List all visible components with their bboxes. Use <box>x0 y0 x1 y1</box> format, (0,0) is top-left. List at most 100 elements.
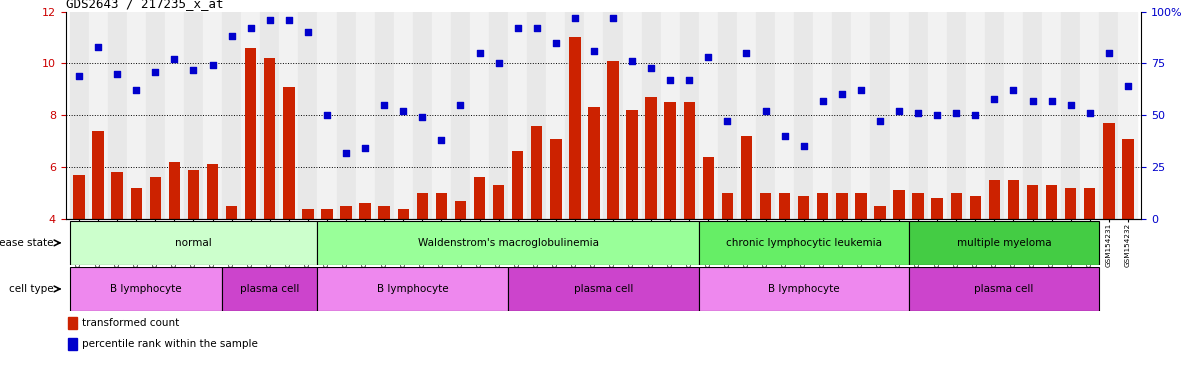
Bar <box>184 12 203 219</box>
Point <box>318 112 337 118</box>
Bar <box>165 12 184 219</box>
Bar <box>1027 185 1038 219</box>
Point <box>814 98 833 104</box>
Point <box>1080 110 1099 116</box>
Point <box>184 66 203 73</box>
Bar <box>492 185 504 219</box>
Bar <box>722 193 734 219</box>
Bar <box>584 12 603 219</box>
Text: plasma cell: plasma cell <box>574 284 633 294</box>
Bar <box>1023 12 1042 219</box>
Bar <box>776 12 795 219</box>
Bar <box>795 12 814 219</box>
Point <box>737 50 756 56</box>
Point <box>1023 98 1042 104</box>
Bar <box>1080 12 1099 219</box>
Point <box>203 62 222 68</box>
Point <box>222 33 241 40</box>
Bar <box>565 12 584 219</box>
Text: B lymphocyte: B lymphocyte <box>376 284 448 294</box>
Text: percentile rank within the sample: percentile rank within the sample <box>81 339 257 349</box>
Bar <box>436 193 447 219</box>
Text: GDS2643 / 217235_x_at: GDS2643 / 217235_x_at <box>66 0 223 10</box>
Point <box>280 17 299 23</box>
Text: plasma cell: plasma cell <box>240 284 300 294</box>
Text: cell type: cell type <box>10 284 54 294</box>
Point <box>470 50 489 56</box>
Bar <box>318 12 337 219</box>
Bar <box>431 12 451 219</box>
Bar <box>341 206 351 219</box>
Bar <box>451 12 470 219</box>
Bar <box>226 206 238 219</box>
Text: normal: normal <box>176 238 212 248</box>
Point <box>623 58 642 65</box>
Bar <box>188 170 200 219</box>
Bar <box>379 206 390 219</box>
Bar <box>703 157 715 219</box>
Bar <box>946 12 966 219</box>
Point <box>889 108 908 114</box>
Point <box>374 102 393 108</box>
Bar <box>908 12 927 219</box>
Bar <box>511 152 523 219</box>
Bar <box>699 12 718 219</box>
Point <box>661 77 680 83</box>
Bar <box>699 267 908 311</box>
Point <box>108 71 127 77</box>
Bar <box>1119 12 1138 219</box>
Bar <box>645 97 657 219</box>
Point <box>851 87 870 93</box>
Bar <box>69 12 88 219</box>
Text: transformed count: transformed count <box>81 318 179 328</box>
Bar <box>283 87 294 219</box>
Text: B lymphocyte: B lymphocyte <box>110 284 182 294</box>
Point <box>776 133 795 139</box>
Bar <box>108 12 127 219</box>
Point <box>412 114 431 120</box>
Point <box>527 25 546 31</box>
Point <box>946 110 966 116</box>
Point <box>908 110 927 116</box>
Bar <box>393 12 412 219</box>
Text: disease state: disease state <box>0 238 54 248</box>
Point <box>127 87 146 93</box>
Bar <box>814 12 832 219</box>
Bar <box>280 12 299 219</box>
Bar <box>360 204 370 219</box>
Point <box>870 118 889 124</box>
Bar <box>1004 12 1023 219</box>
Point <box>69 73 88 79</box>
Bar <box>966 12 985 219</box>
Point <box>795 143 814 149</box>
Bar <box>1103 123 1115 219</box>
Bar <box>718 12 737 219</box>
Bar <box>241 12 261 219</box>
Bar <box>92 131 104 219</box>
Bar <box>623 12 642 219</box>
Bar <box>856 193 866 219</box>
Bar <box>68 317 76 329</box>
Point <box>565 15 584 21</box>
Bar <box>1042 12 1061 219</box>
Bar <box>375 12 393 219</box>
Bar <box>69 267 222 311</box>
Bar <box>988 180 1000 219</box>
Text: Waldenstrom's macroglobulinemia: Waldenstrom's macroglobulinemia <box>417 238 599 248</box>
Bar <box>508 12 527 219</box>
Point <box>165 56 184 62</box>
Bar <box>661 12 680 219</box>
Bar <box>680 12 699 219</box>
Bar <box>550 139 562 219</box>
Bar <box>875 206 885 219</box>
Point <box>489 60 508 66</box>
Bar <box>527 12 546 219</box>
Bar <box>168 162 180 219</box>
Bar <box>1065 188 1077 219</box>
Bar <box>412 12 431 219</box>
Point <box>699 54 718 60</box>
Bar <box>261 12 280 219</box>
Bar <box>531 126 543 219</box>
Point <box>680 77 699 83</box>
Point <box>337 149 356 156</box>
